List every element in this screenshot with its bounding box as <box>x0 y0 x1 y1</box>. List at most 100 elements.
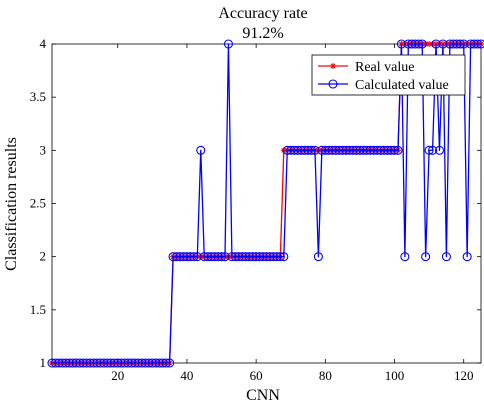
calculated-value-point <box>265 252 275 262</box>
calculated-value-point <box>199 252 209 262</box>
y-tick-label: 1 <box>40 355 47 370</box>
calculated-value-point <box>455 39 465 49</box>
y-tick-label: 2.5 <box>30 196 46 211</box>
calculated-value-point <box>47 358 57 368</box>
calculated-value-point <box>344 145 355 155</box>
calculated-value-point <box>130 358 140 368</box>
calculated-value-point <box>414 39 424 49</box>
calculated-value-point <box>244 252 254 262</box>
calculated-value-point <box>334 145 344 155</box>
calculated-value-point <box>376 145 386 155</box>
y-tick-label: 2 <box>40 249 47 264</box>
calculated-value-point <box>102 358 112 368</box>
calculated-value-point <box>165 358 175 368</box>
calculated-value-point <box>400 252 410 262</box>
legend-marker-calculated-value <box>328 79 338 89</box>
calculated-value-point <box>147 358 157 368</box>
calculated-value-point <box>389 145 400 155</box>
calculated-value-point <box>258 252 268 262</box>
calculated-value-point <box>178 252 189 262</box>
calculated-value-point <box>331 145 341 155</box>
calculated-value-point <box>434 145 445 155</box>
calculated-value-point <box>417 39 427 49</box>
calculated-value-point <box>410 39 420 49</box>
calculated-value-point <box>403 39 413 49</box>
calculated-value-point <box>54 358 64 368</box>
calculated-value-point <box>144 358 154 368</box>
y-axis-label: Classification results <box>3 137 20 271</box>
calculated-value-point <box>466 39 476 49</box>
legend-item-real-value: Real value <box>318 60 414 75</box>
calculated-value-point <box>441 252 451 262</box>
calculated-value-point <box>424 145 434 155</box>
calculated-value-point <box>168 252 178 262</box>
calculated-value-point <box>182 252 192 262</box>
calculated-value-point <box>431 39 441 49</box>
calculated-value-point <box>300 145 310 155</box>
calculated-value-point <box>227 252 237 262</box>
calculated-value-point <box>171 252 182 262</box>
x-tick-label: 100 <box>385 368 405 383</box>
calculated-value-point <box>113 358 123 368</box>
calculated-value-point <box>237 252 247 262</box>
chart-subtitle: 91.2% <box>242 25 283 42</box>
calculated-value-point <box>338 145 348 155</box>
calculated-value-point <box>123 358 133 368</box>
calculated-value-point <box>348 145 358 155</box>
calculated-value-point <box>196 145 206 155</box>
calculated-value-point <box>116 358 126 368</box>
calculated-value-point <box>293 145 303 155</box>
y-tick-label: 3.5 <box>30 89 46 104</box>
calculated-value-point <box>154 358 164 368</box>
calculated-value-point <box>407 39 417 49</box>
calculated-value-point <box>324 145 334 155</box>
calculated-value-point <box>127 358 137 368</box>
calculated-value-point <box>234 252 244 262</box>
legend-label-calculated-value: Calculated value <box>355 78 449 93</box>
calculated-value-point <box>372 145 382 155</box>
calculated-value-point <box>369 145 379 155</box>
calculated-value-point <box>289 145 299 155</box>
calculated-value-point <box>75 358 85 368</box>
calculated-value-point <box>158 358 168 368</box>
calculated-value-point <box>88 358 99 368</box>
calculated-value-point <box>151 358 161 368</box>
calculated-value-point <box>192 252 202 262</box>
y-tick-label: 3 <box>40 142 47 157</box>
calculated-value-point <box>452 39 462 49</box>
calculated-value-point <box>303 145 313 155</box>
calculated-value-point <box>320 145 330 155</box>
plot-area: 20 40 60 80 100 120 1 1.5 2 2.5 3 3.5 4 <box>30 36 484 383</box>
legend-item-calculated-value: Calculated value <box>318 78 449 93</box>
calculated-value-point <box>438 39 448 49</box>
calculated-value-point <box>133 358 144 368</box>
calculated-value-point <box>203 252 213 262</box>
calculated-value-point <box>472 39 483 49</box>
calculated-value-point <box>71 358 81 368</box>
calculated-value-point <box>106 358 116 368</box>
calculated-value-point <box>248 252 258 262</box>
calculated-value-point <box>241 252 251 262</box>
calculated-value-point <box>296 145 306 155</box>
calculated-value-point <box>396 39 406 49</box>
y-tick-label: 4 <box>40 36 47 51</box>
x-tick-label: 20 <box>111 368 124 383</box>
calculated-value-point <box>64 358 74 368</box>
calculated-value-point <box>286 145 296 155</box>
calculated-value-point <box>95 358 105 368</box>
calculated-value-point <box>120 358 130 368</box>
calculated-value-point <box>272 252 282 262</box>
calculated-value-point <box>220 252 230 262</box>
calculated-value-point <box>379 145 389 155</box>
calculated-value-point <box>57 358 67 368</box>
calculated-value-point <box>386 145 396 155</box>
calculated-value-point <box>341 145 351 155</box>
legend-marker-real-value <box>330 63 336 69</box>
calculated-value-point <box>61 358 71 368</box>
x-tick-label: 60 <box>250 368 263 383</box>
x-tick-label: 80 <box>319 368 332 383</box>
x-axis-label: CNN <box>246 387 280 404</box>
calculated-value-point <box>137 358 147 368</box>
